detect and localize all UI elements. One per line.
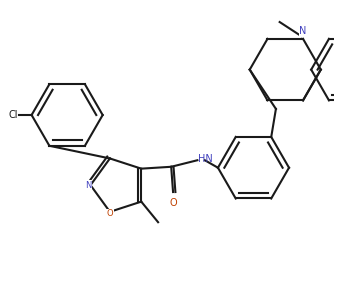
- Text: N: N: [299, 26, 307, 36]
- Text: Cl: Cl: [8, 110, 18, 120]
- Text: O: O: [107, 209, 113, 218]
- Text: HN: HN: [198, 154, 213, 164]
- Text: O: O: [169, 198, 177, 208]
- Text: N: N: [85, 181, 91, 190]
